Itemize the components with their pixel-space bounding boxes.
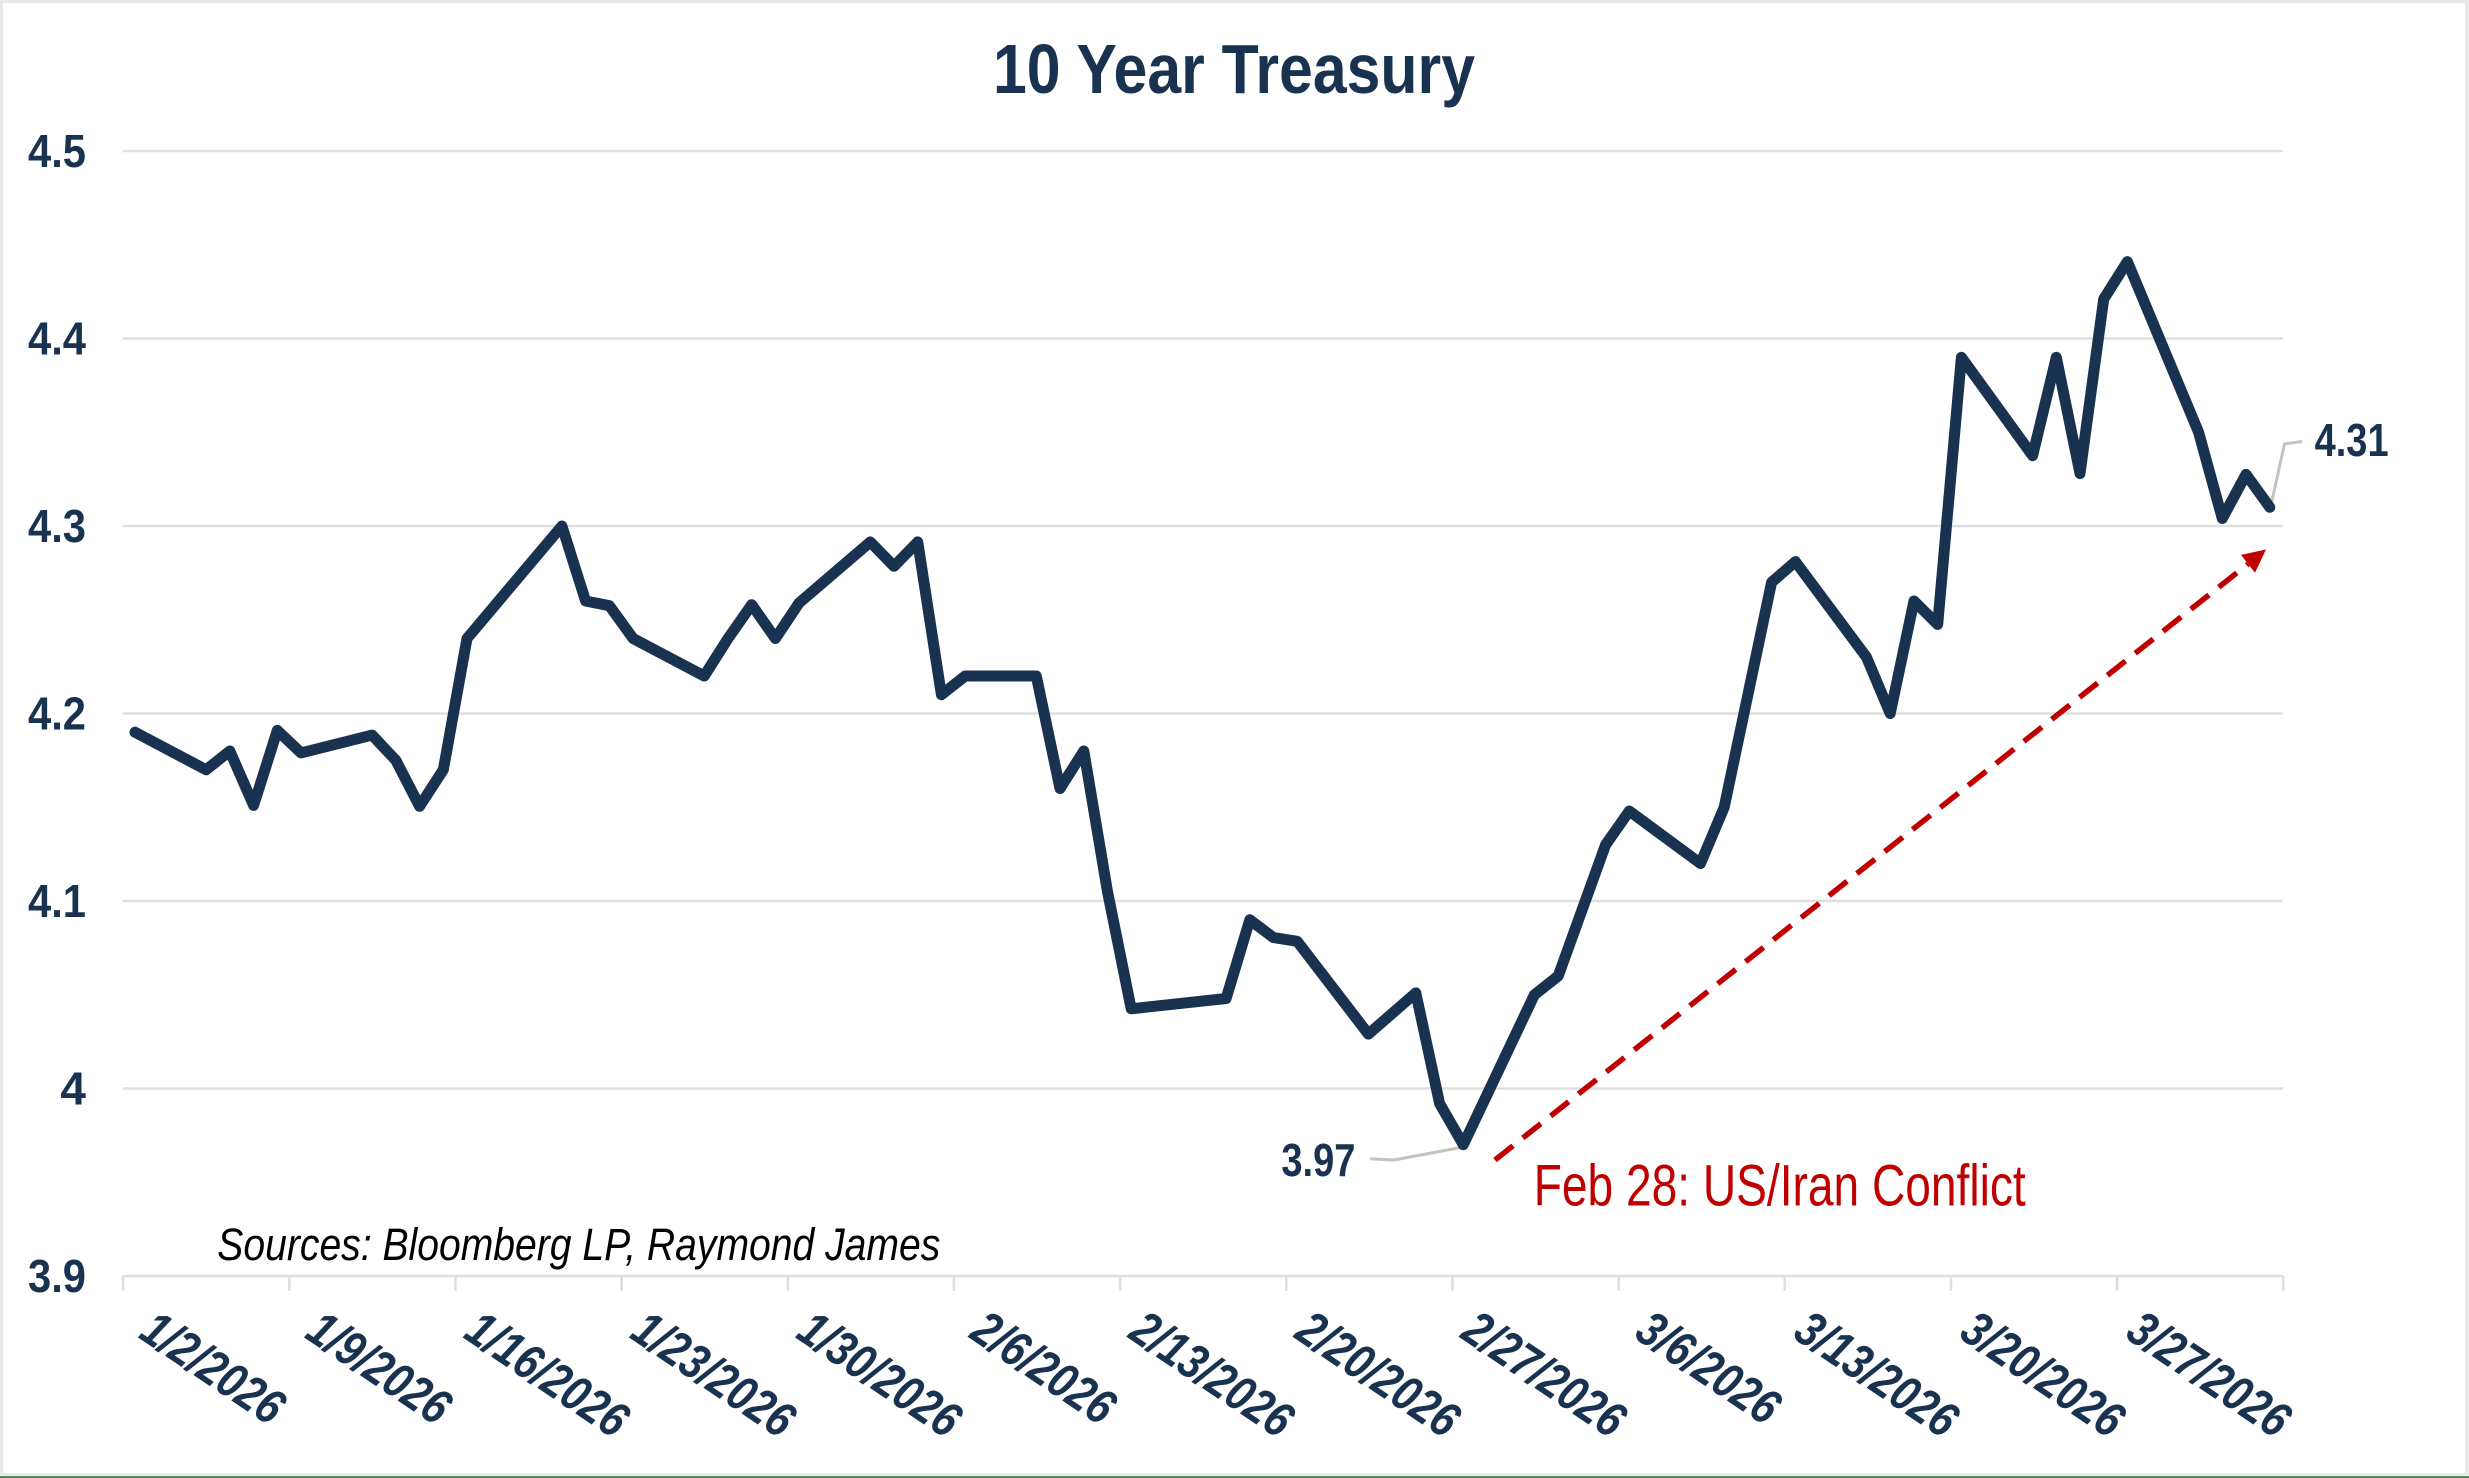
- svg-text:4.5: 4.5: [28, 125, 86, 177]
- svg-text:4.3: 4.3: [28, 500, 86, 552]
- svg-text:4: 4: [60, 1062, 86, 1114]
- svg-text:4.1: 4.1: [28, 875, 86, 927]
- svg-text:10 Year Treasury: 10 Year Treasury: [993, 30, 1475, 108]
- svg-text:Sources: Bloomberg LP, Raymond: Sources: Bloomberg LP, Raymond James: [217, 1219, 940, 1270]
- svg-text:4.31: 4.31: [2315, 414, 2389, 466]
- svg-text:3.97: 3.97: [1281, 1134, 1355, 1186]
- svg-text:4.2: 4.2: [28, 687, 86, 739]
- svg-text:3.9: 3.9: [28, 1250, 86, 1302]
- svg-text:Feb 28: US/Iran Conflict: Feb 28: US/Iran Conflict: [1534, 1153, 2026, 1218]
- svg-text:4.4: 4.4: [28, 312, 86, 364]
